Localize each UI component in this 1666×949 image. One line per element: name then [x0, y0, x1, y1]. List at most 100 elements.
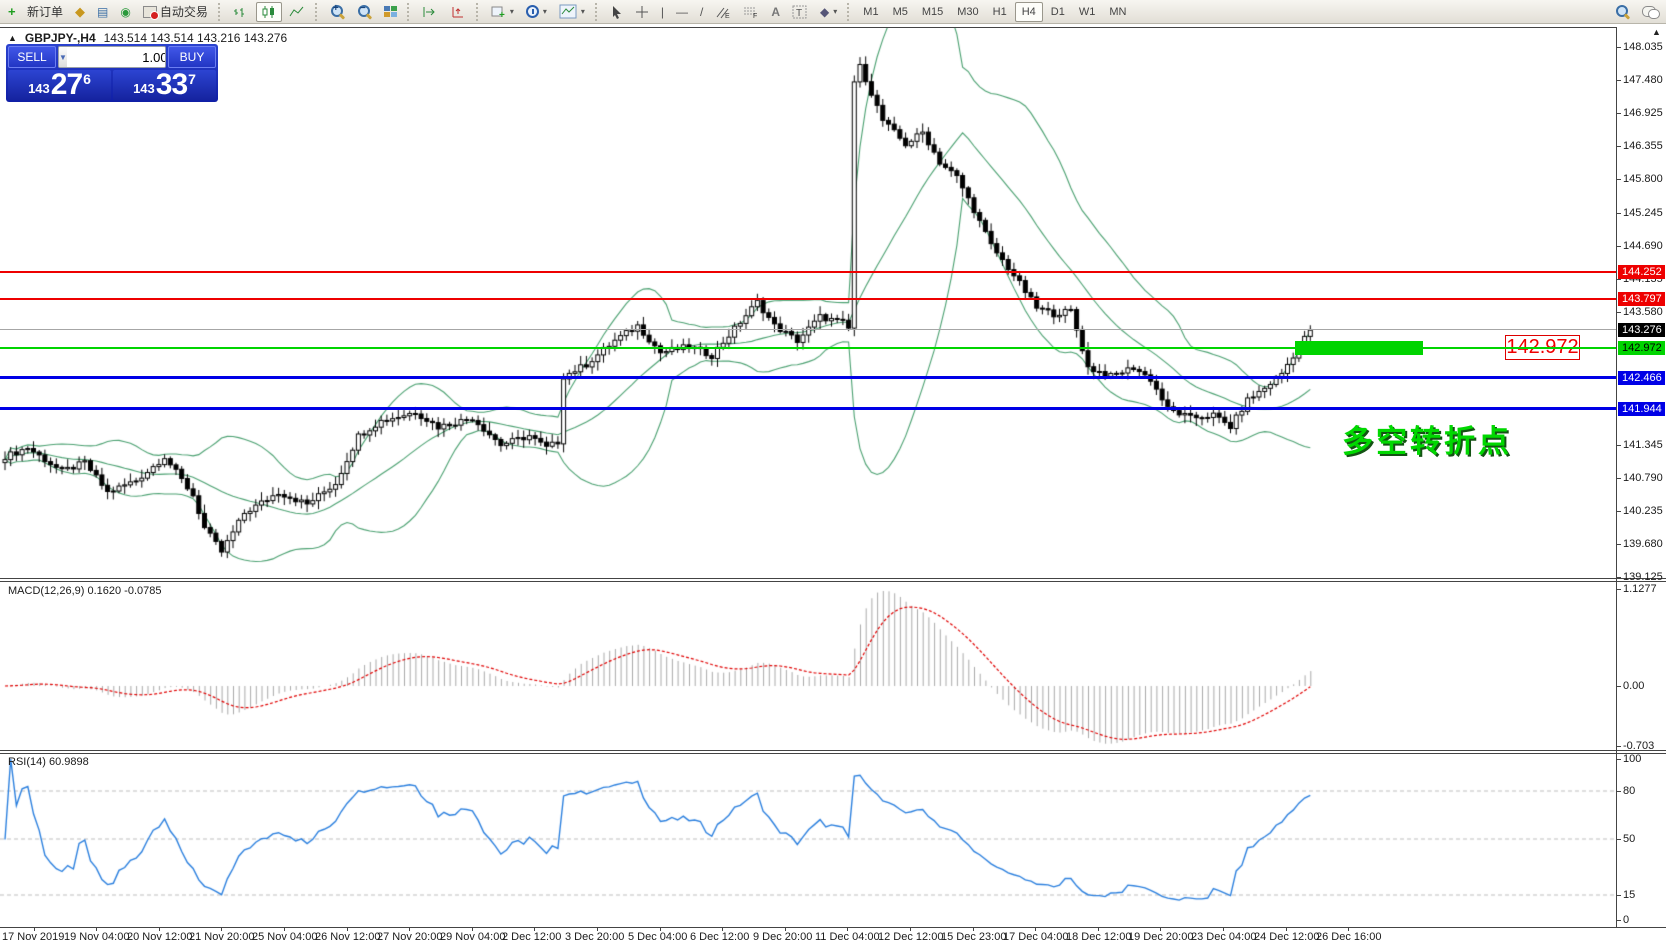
- dropdown-caret: ▾: [580, 7, 585, 16]
- arrows-tool-button[interactable]: ◆ ▾: [815, 2, 842, 22]
- line-chart-icon: [289, 6, 304, 16]
- horizontal-line-object[interactable]: [0, 298, 1616, 300]
- time-axis-tick: [910, 927, 911, 931]
- fibonacci-tool-button[interactable]: F: [738, 2, 764, 22]
- chat-button[interactable]: [1637, 2, 1663, 22]
- price-axis-tick: [1616, 80, 1621, 81]
- arrows-icon: ◆: [820, 4, 830, 19]
- time-axis-tick: [347, 927, 348, 931]
- buy-button[interactable]: BUY: [168, 46, 216, 68]
- tab-timeframe-d1[interactable]: D1: [1050, 5, 1065, 18]
- label-tool-button[interactable]: T: [787, 2, 813, 22]
- turning-point-annotation[interactable]: 多空转折点: [1342, 424, 1512, 459]
- rsi-pane-canvas[interactable]: [0, 753, 1616, 927]
- text-tool-button[interactable]: A: [771, 4, 781, 19]
- pane-separator[interactable]: [0, 581, 1666, 582]
- periods-button[interactable]: ▾: [521, 2, 552, 22]
- pane-separator[interactable]: [0, 578, 1666, 579]
- new-chart-button[interactable]: + ▾: [486, 2, 519, 22]
- toolbar-separator: [594, 2, 600, 21]
- price-axis-tick: [1616, 544, 1621, 545]
- price-axis-tick: [1616, 146, 1621, 147]
- tab-timeframe-m15[interactable]: M15: [921, 5, 944, 18]
- horizontal-line-object[interactable]: [0, 376, 1616, 379]
- buy-price[interactable]: 143 33 7: [113, 70, 216, 100]
- new-order-icon: +: [8, 3, 16, 19]
- horizontal-line-object[interactable]: [0, 407, 1616, 410]
- sell-price-point: 6: [83, 71, 91, 87]
- sell-button[interactable]: SELL: [8, 46, 56, 68]
- tab-timeframe-m5[interactable]: M5: [892, 5, 908, 18]
- autotrading-button[interactable]: 自动交易: [138, 2, 213, 22]
- signals-button[interactable]: ◉: [115, 2, 135, 22]
- auto-scroll-icon: [423, 6, 435, 17]
- symbols-button[interactable]: ◆: [70, 2, 90, 22]
- time-axis-label: 19 Dec 20:00: [1128, 931, 1194, 943]
- time-axis-label: 27 Nov 20:00: [377, 931, 443, 943]
- tab-timeframe-m1[interactable]: M1: [863, 5, 879, 18]
- toolbar-separator: [217, 2, 223, 21]
- trendline-tool-button[interactable]: /: [700, 4, 704, 19]
- collapse-triangle-icon[interactable]: ▲: [8, 33, 17, 43]
- chart-shift-button[interactable]: [445, 2, 471, 22]
- volume-input[interactable]: [66, 47, 165, 67]
- time-axis-tick: [597, 927, 598, 931]
- pane-separator[interactable]: [0, 750, 1666, 751]
- chart-scroll-marker[interactable]: ▲: [1652, 27, 1661, 37]
- channel-tool-button[interactable]: E: [710, 2, 736, 22]
- indicators-button[interactable]: ▾: [554, 2, 590, 22]
- macd-pane-canvas[interactable]: [0, 583, 1616, 750]
- price-axis-tick-label: 145.800: [1623, 173, 1663, 185]
- vertical-line-tool-button[interactable]: |: [660, 4, 665, 19]
- sell-price-pips: 27: [50, 68, 83, 101]
- price-axis-tick-label: 139.125: [1623, 571, 1663, 583]
- channel-icon: E: [716, 7, 730, 19]
- tile-windows-button[interactable]: [379, 2, 402, 22]
- candlestick-chart-button[interactable]: [255, 1, 282, 22]
- new-order-button[interactable]: + 新订单: [3, 2, 68, 22]
- data-window-button[interactable]: ▤: [92, 2, 113, 22]
- tab-timeframe-h4[interactable]: H4: [1014, 1, 1043, 22]
- sell-price[interactable]: 143 27 6: [8, 70, 111, 100]
- macd-axis-label: -0.703: [1623, 740, 1655, 752]
- one-click-trading-panel: SELL ▼ ▲ BUY 143 27 6 143 33 7: [6, 44, 218, 102]
- line-chart-button[interactable]: [284, 2, 310, 22]
- price-axis-tick-label: 144.690: [1623, 240, 1663, 252]
- tab-timeframe-h1[interactable]: H1: [992, 5, 1007, 18]
- time-axis-border: [0, 927, 1666, 928]
- tab-timeframe-mn[interactable]: MN: [1109, 5, 1127, 18]
- chart-shift-icon: [452, 6, 463, 17]
- pane-separator[interactable]: [0, 753, 1666, 754]
- cursor-tool-button[interactable]: [605, 2, 628, 22]
- zoom-out-button[interactable]: −: [352, 2, 377, 22]
- macd-axis-label: 1.1277: [1623, 583, 1657, 595]
- rsi-axis-label: 80: [1623, 785, 1636, 797]
- horizontal-line-tool-button[interactable]: —: [676, 4, 689, 19]
- svg-text:F: F: [753, 13, 757, 19]
- label-icon: T: [792, 5, 807, 19]
- time-axis-label: 25 Nov 04:00: [252, 931, 318, 943]
- time-axis-label: 24 Dec 12:00: [1254, 931, 1320, 943]
- price-axis-tick-label: 148.035: [1623, 41, 1663, 53]
- tab-timeframe-m30[interactable]: M30: [957, 5, 979, 18]
- volume-stepper: ▼ ▲: [58, 46, 166, 68]
- autotrading-icon: [142, 5, 159, 20]
- crosshair-tool-button[interactable]: [630, 2, 654, 22]
- search-button[interactable]: [1610, 2, 1635, 22]
- rsi-axis-tick: [1616, 920, 1621, 921]
- zoom-in-button[interactable]: +: [325, 2, 350, 22]
- time-axis-label: 18 Dec 12:00: [1066, 931, 1132, 943]
- toolbar-separator: [406, 2, 412, 21]
- tab-timeframe-w1[interactable]: W1: [1078, 5, 1096, 18]
- horizontal-line-object[interactable]: [0, 347, 1616, 349]
- horizontal-line-object[interactable]: [0, 329, 1616, 330]
- price-axis-tick-label: 139.680: [1623, 538, 1663, 550]
- auto-scroll-button[interactable]: [417, 2, 443, 22]
- bar-chart-button[interactable]: [228, 2, 254, 22]
- volume-decrease-button[interactable]: ▼: [59, 47, 67, 67]
- time-axis-label: 2 Dec 12:00: [502, 931, 562, 943]
- price-axis-tick-label: 143.580: [1623, 306, 1663, 318]
- horizontal-line-object[interactable]: [0, 271, 1616, 273]
- price-chart-canvas[interactable]: [0, 27, 1616, 578]
